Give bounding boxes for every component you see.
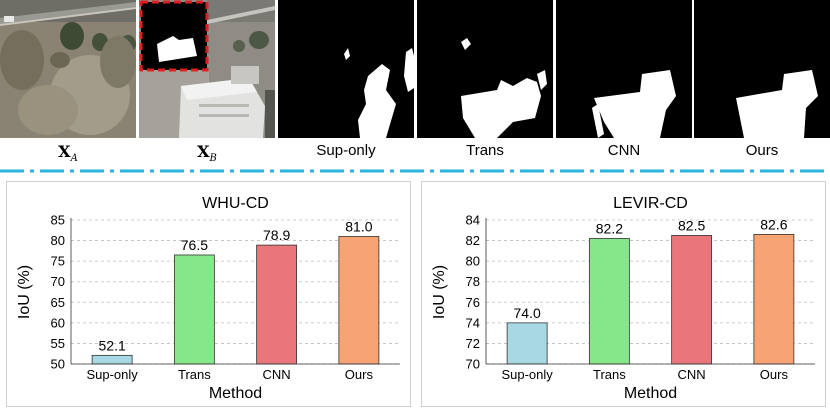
mask-ours — [694, 0, 830, 138]
y-tick-label: 80 — [51, 233, 65, 248]
caption-xb: XB — [197, 142, 217, 165]
mask-trans — [417, 0, 553, 138]
bar-trans — [173, 254, 215, 365]
mask-sup-only-tile — [278, 0, 414, 138]
y-tick-label: 75 — [51, 254, 65, 269]
mask-ours-tile — [694, 0, 830, 138]
caption-sup-only: Sup-only — [316, 142, 376, 159]
x-tick-label: Trans — [593, 367, 626, 382]
bar-ours — [338, 236, 380, 365]
y-axis-title: IoU (%) — [16, 265, 33, 319]
y-tick-label: 60 — [51, 315, 65, 330]
x-tick-label: CNN — [678, 367, 706, 382]
bar-sup-only — [91, 354, 133, 365]
bar-cnn — [256, 244, 298, 365]
y-tick-label: 82 — [466, 233, 480, 248]
aerial-image-b — [139, 0, 275, 138]
chart-title: WHU-CD — [202, 195, 269, 212]
x-tick-label: Sup-only — [501, 367, 553, 382]
bar-value-label: 76.5 — [181, 237, 208, 253]
y-tick-label: 65 — [51, 295, 65, 310]
caption-cnn: CNN — [607, 142, 641, 159]
x-tick-label: Sup-only — [86, 367, 138, 382]
y-tick-label: 76 — [466, 295, 480, 310]
y-tick-label: 70 — [51, 274, 65, 289]
y-tick-label: 85 — [51, 213, 65, 228]
qualitative-comparison-strip: XA XB Sup-only Trans CNN Ours — [0, 0, 830, 168]
bar-value-label: 52.1 — [99, 337, 126, 353]
levir-cd-panel: LEVIR-CD 70 72 74 76 78 80 82 84 74.0 Sup-only 82.2… — [421, 181, 826, 407]
mask-sup-only — [278, 0, 414, 138]
bar-value-label: 78.9 — [263, 227, 290, 243]
x-axis-title: Method — [209, 385, 262, 402]
y-axis-title: IoU (%) — [431, 265, 448, 319]
bar-value-label: 74.0 — [514, 305, 541, 321]
y-tick-label: 78 — [466, 274, 480, 289]
image-xb-tile — [139, 0, 275, 138]
bar-cnn — [671, 235, 713, 365]
bar-ours — [753, 234, 795, 365]
crop-outline — [139, 0, 209, 72]
y-tick-label: 80 — [466, 254, 480, 269]
x-tick-label: Ours — [345, 367, 374, 382]
y-tick-label: 70 — [466, 357, 480, 372]
aerial-image-a — [0, 0, 136, 138]
whu-cd-chart: WHU-CD 50 55 60 65 70 75 80 85 52.1 Sup-only 76.5 Tr… — [16, 195, 400, 402]
levir-cd-chart: LEVIR-CD 70 72 74 76 78 80 82 84 74.0 Sup-only 82.2… — [431, 195, 815, 402]
bar-trans — [588, 238, 630, 365]
section-divider — [0, 169, 830, 173]
chart-title: LEVIR-CD — [613, 195, 688, 212]
whu-cd-panel: WHU-CD 50 55 60 65 70 75 80 85 52.1 Sup-only 76.5 Tr… — [6, 181, 411, 407]
y-tick-label: 74 — [466, 315, 480, 330]
mask-cnn-tile — [556, 0, 692, 138]
bar-value-label: 82.5 — [678, 217, 705, 233]
bar-sup-only — [506, 322, 548, 365]
x-tick-label: Trans — [178, 367, 211, 382]
caption-xa: XA — [58, 142, 78, 165]
image-xa-tile — [0, 0, 136, 138]
mask-trans-tile — [417, 0, 553, 138]
mask-cnn — [556, 0, 692, 138]
caption-trans: Trans — [466, 142, 504, 159]
y-tick-label: 50 — [51, 357, 65, 372]
bar-value-label: 81.0 — [345, 218, 372, 234]
x-tick-label: CNN — [263, 367, 291, 382]
caption-ours: Ours — [745, 142, 779, 159]
x-axis-title: Method — [624, 385, 677, 402]
bar-value-label: 82.2 — [596, 221, 623, 237]
x-tick-label: Ours — [760, 367, 789, 382]
y-tick-label: 55 — [51, 336, 65, 351]
y-tick-label: 72 — [466, 336, 480, 351]
y-tick-label: 84 — [466, 213, 480, 228]
bar-value-label: 82.6 — [760, 216, 787, 232]
